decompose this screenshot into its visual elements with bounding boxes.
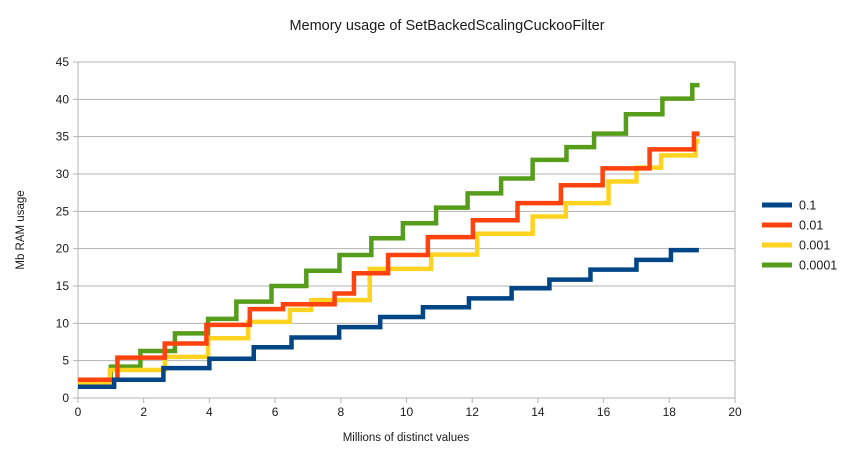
x-tick-label: 4 (206, 405, 213, 419)
x-tick-label: 8 (337, 405, 344, 419)
x-tick-label: 12 (466, 405, 480, 419)
legend-label: 0.01 (799, 219, 823, 233)
x-tick-label: 6 (272, 405, 279, 419)
x-tick-label: 2 (140, 405, 147, 419)
x-tick-label: 16 (597, 405, 611, 419)
legend-label: 0.1 (799, 199, 816, 213)
y-tick-label: 35 (56, 130, 70, 144)
legend-item-0.0001: 0.0001 (762, 259, 837, 273)
axis-ticks (73, 61, 736, 403)
x-tick-label: 18 (663, 405, 677, 419)
legend-item-0.1: 0.1 (762, 199, 816, 213)
y-axis-title: Mb RAM usage (15, 190, 27, 269)
y-tick-label: 45 (56, 55, 70, 69)
y-tick-label: 20 (56, 242, 70, 256)
legend-swatch (762, 262, 792, 268)
series-line-0.0001 (78, 82, 700, 384)
series-line-0.01 (78, 131, 700, 382)
legend-label: 0.0001 (799, 259, 837, 273)
y-tick-label: 30 (56, 167, 70, 181)
chart-title: Memory usage of SetBackedScalingCuckooFi… (289, 18, 604, 34)
x-tick-label: 10 (400, 405, 414, 419)
y-tick-label: 0 (62, 391, 69, 405)
series-line-0.1 (78, 247, 699, 390)
x-tick-label: 0 (75, 405, 82, 419)
x-tick-label: 20 (728, 405, 742, 419)
y-tick-label: 40 (56, 92, 70, 106)
x-axis-title: Millions of distinct values (343, 432, 470, 444)
y-tick-label: 10 (56, 316, 70, 330)
y-tick-label: 15 (56, 279, 70, 293)
legend: 0.1 0.01 0.001 0.0001 (762, 199, 837, 273)
y-tick-label: 5 (62, 354, 69, 368)
x-tick-label: 14 (531, 405, 545, 419)
y-tick-label: 25 (56, 204, 70, 218)
legend-label: 0.001 (799, 239, 830, 253)
axis-tick-labels: 0 5 10 15 20 25 30 35 40 45 0 2 4 6 8 10 12 14 16 18 20 (56, 55, 742, 419)
legend-swatch (762, 202, 792, 208)
legend-item-0.01: 0.01 (762, 219, 823, 233)
legend-item-0.001: 0.001 (762, 239, 830, 253)
plot-border (77, 61, 736, 399)
legend-swatch (762, 222, 792, 228)
legend-swatch (762, 242, 792, 248)
data-series (78, 82, 700, 390)
